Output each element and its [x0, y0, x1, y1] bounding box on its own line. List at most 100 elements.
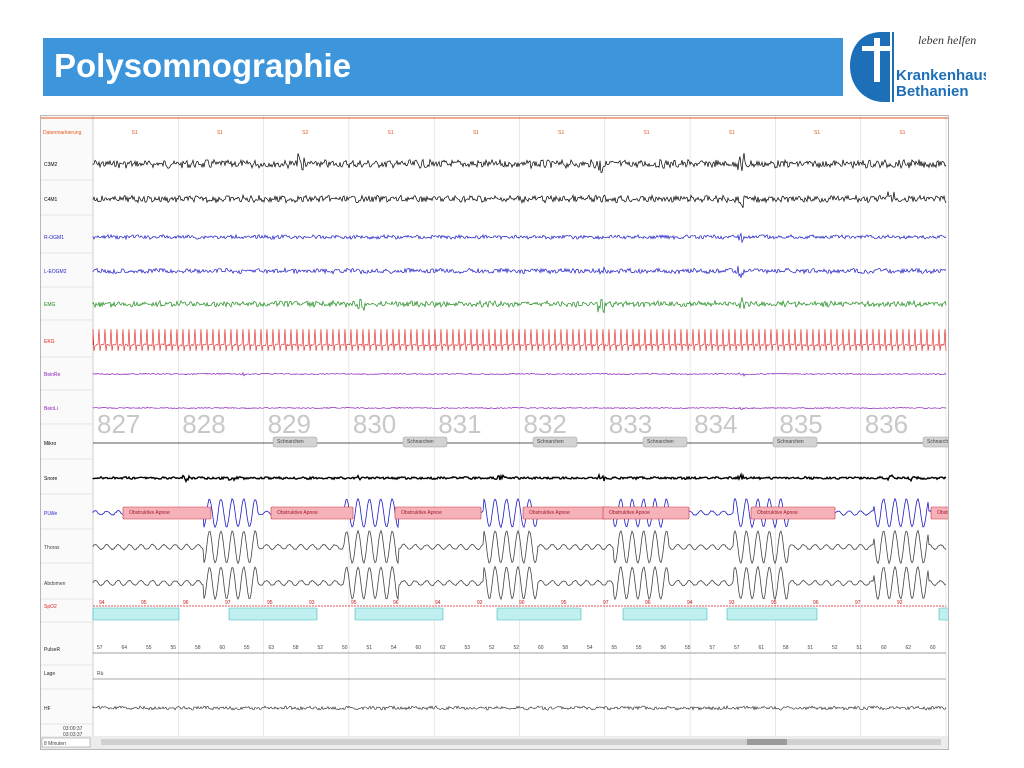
- channel-label: C4M1: [44, 197, 58, 203]
- pulse-value-label: 61: [759, 645, 765, 651]
- abdomen-trace: [92, 565, 947, 601]
- pulse-value-label: 58: [195, 645, 201, 651]
- snore-event-marker: [772, 436, 818, 448]
- epoch-number-label: 828: [182, 409, 225, 439]
- pulse-value-label: 53: [465, 645, 471, 651]
- snore-event-label: Schnarchen: [647, 439, 674, 445]
- channel-label: Abdomen: [44, 581, 66, 587]
- channel-label: HF: [44, 706, 51, 712]
- leg-right-trace: [92, 371, 947, 377]
- pulse-value-label: 54: [587, 645, 593, 651]
- pulse-value-label: 55: [612, 645, 618, 651]
- snore-event-marker: [922, 436, 948, 448]
- logo-name-line1: Krankenhaus: [896, 67, 986, 84]
- pulse-value-label: 56: [661, 645, 667, 651]
- apnea-event-label: Obstruktive Apnoe: [757, 510, 798, 516]
- ekg-trace: [92, 328, 947, 352]
- spo2-value-label: 94: [99, 600, 105, 606]
- snore-event-label: Schnarchen: [277, 439, 304, 445]
- eog-right-trace: [92, 232, 947, 244]
- desaturation-event-marker: [622, 607, 708, 621]
- pulse-value-label: 57: [97, 645, 103, 651]
- channel-label: Snore: [44, 476, 58, 482]
- window-length-select[interactable]: [41, 737, 91, 748]
- pulse-value-label: 58: [293, 645, 299, 651]
- pulse-value-label: 50: [342, 645, 348, 651]
- window-length-select-label: 8 Minuten: [44, 741, 66, 747]
- spo2-value-label: 96: [645, 600, 651, 606]
- sleep-stage-label: S1: [729, 130, 735, 136]
- leg-left-trace: [92, 406, 947, 410]
- spo2-value-label: 95: [267, 600, 273, 606]
- sleep-stage-label: S1: [132, 130, 138, 136]
- pulse-value-label: 55: [685, 645, 691, 651]
- apnea-event-marker: [750, 506, 836, 520]
- timeline-scrollbar[interactable]: [101, 739, 941, 745]
- epoch-number-label: 827: [97, 409, 140, 439]
- spo2-value-label: 95: [561, 600, 567, 606]
- pulse-value-label: 62: [906, 645, 912, 651]
- pulse-value-label: 52: [514, 645, 520, 651]
- pulse-value-label: 52: [489, 645, 495, 651]
- eog-left-trace: [92, 265, 947, 278]
- channel-label: L-EOGM2: [44, 269, 67, 275]
- sleep-stage-label: S1: [217, 130, 223, 136]
- snore-event-marker: [642, 436, 688, 448]
- pulse-value-label: 63: [269, 645, 275, 651]
- sleep-stage-label: S1: [558, 130, 564, 136]
- spo2-value-label: 95: [141, 600, 147, 606]
- pulse-value-label: 58: [563, 645, 569, 651]
- snore-event-label: Schnarchen: [777, 439, 804, 445]
- spo2-value-label: 94: [687, 600, 693, 606]
- pulse-value-label: 55: [171, 645, 177, 651]
- pulse-value-label: 64: [122, 645, 128, 651]
- snore-event-label: Schnarchen: [537, 439, 564, 445]
- apnea-event-marker: [122, 506, 212, 520]
- spo2-value-label: 92: [897, 600, 903, 606]
- pulse-value-label: 60: [220, 645, 226, 651]
- channel-label: R-OGM1: [44, 235, 64, 241]
- emg-trace: [92, 297, 947, 314]
- page-title: Polysomnographie: [54, 47, 352, 84]
- epoch-number-label: 834: [694, 409, 737, 439]
- spo2-value-label: 96: [813, 600, 819, 606]
- pulse-value-label: 52: [318, 645, 324, 651]
- channel-label: Lage: [44, 671, 55, 677]
- spo2-value-label: 93: [729, 600, 735, 606]
- apnea-event-label: Obstruktive Apnoe: [401, 510, 442, 516]
- desaturation-event-marker: [726, 607, 818, 621]
- channel-label: PLWe: [44, 511, 57, 517]
- polysomnography-viewer[interactable]: Datenmarkierung S1 S1 S2 S1 S1 S1 S1 S1 S1 S1 C3M2 C…: [40, 115, 949, 750]
- hospital-logo-graphic: leben helfen Krankenhaus Bethanien: [850, 32, 991, 102]
- pulse-value-label: 52: [832, 645, 838, 651]
- snore-trace: [92, 472, 947, 484]
- epoch-number-label: 833: [609, 409, 652, 439]
- channel-label: C3M2: [44, 162, 58, 168]
- apnea-event-label: Obstruktive Apnoe: [529, 510, 570, 516]
- sleep-stage-label: S2: [302, 130, 308, 136]
- spo2-value-label: 90: [519, 600, 525, 606]
- snore-event-marker: [272, 436, 318, 448]
- spo2-value-label: 96: [183, 600, 189, 606]
- hospital-logo: leben helfen Krankenhaus Bethanien: [846, 28, 991, 108]
- pulse-value-label: 60: [930, 645, 936, 651]
- logo-slogan: leben helfen: [918, 33, 976, 47]
- pulse-value-label: 51: [857, 645, 863, 651]
- pulse-value-label: 58: [783, 645, 789, 651]
- snore-event-marker: [532, 436, 578, 448]
- channel-label: PulseR: [44, 647, 61, 653]
- sleep-stage-label: S1: [643, 130, 649, 136]
- psg-chart[interactable]: Datenmarkierung S1 S1 S2 S1 S1 S1 S1 S1 S1 S1 C3M2 C…: [41, 116, 948, 749]
- pulse-value-label: 60: [538, 645, 544, 651]
- title-bar: Polysomnographie: [43, 38, 843, 96]
- scrollbar-thumb[interactable]: [747, 739, 787, 745]
- sleep-stage-label: S1: [814, 130, 820, 136]
- pulse-value-label: 51: [367, 645, 373, 651]
- apnea-event-label: Obstruktive Apnoe: [937, 510, 948, 516]
- thorax-trace: [92, 529, 947, 565]
- desaturation-event-marker: [228, 607, 318, 621]
- pulse-value-label: 60: [881, 645, 887, 651]
- channel-label: EKG: [44, 339, 55, 345]
- epoch-number-label: 831: [438, 409, 481, 439]
- pulse-value-label: 57: [710, 645, 716, 651]
